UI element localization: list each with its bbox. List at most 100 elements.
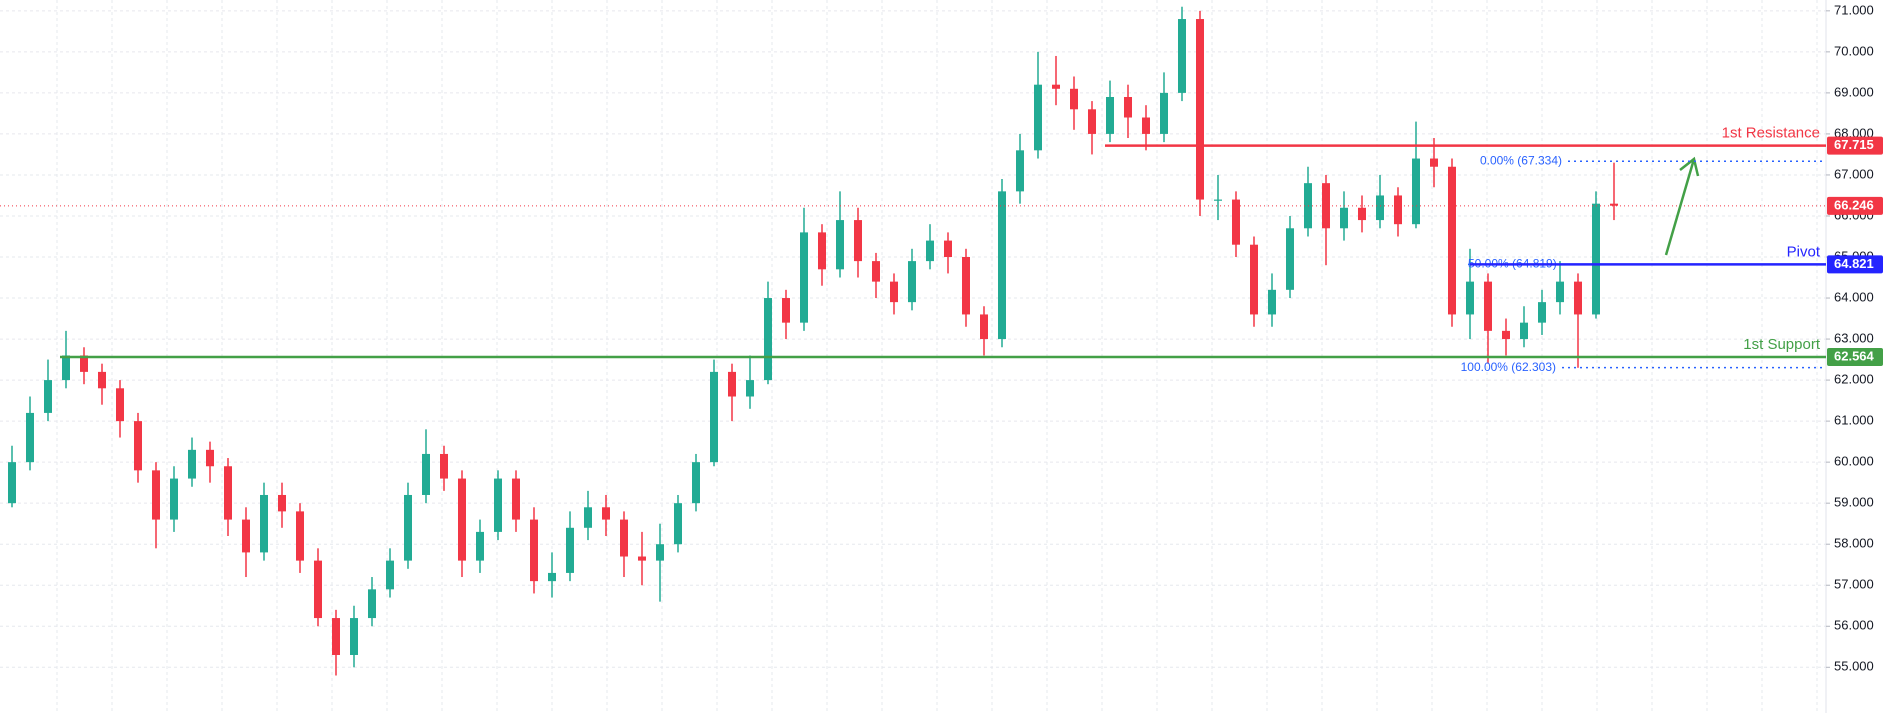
- candle-body: [1178, 19, 1186, 93]
- candle-body: [1232, 199, 1240, 245]
- candle-body: [638, 556, 646, 561]
- candle-body: [62, 355, 70, 381]
- candle-body: [458, 478, 466, 561]
- candle-body: [1088, 109, 1096, 134]
- candle-body: [1556, 281, 1564, 303]
- y-tick-label: 61.000: [1834, 413, 1874, 428]
- candle-body: [710, 371, 718, 463]
- candle-body: [296, 511, 304, 561]
- level-price-box: [1827, 255, 1883, 274]
- y-tick-label: 62.000: [1834, 372, 1874, 387]
- candle-body: [782, 298, 790, 323]
- candle-body: [746, 380, 754, 397]
- candle-body: [1592, 203, 1600, 315]
- y-tick-label: 56.000: [1834, 618, 1874, 633]
- candle-body: [962, 257, 970, 315]
- candle-body: [44, 380, 52, 413]
- candle-body: [1484, 281, 1492, 331]
- candle-body: [404, 494, 412, 561]
- candle-body: [980, 314, 988, 340]
- candle-body: [1574, 281, 1582, 315]
- y-tick-label: 69.000: [1834, 84, 1874, 99]
- candle-body: [8, 462, 16, 504]
- level-price-box: [1827, 136, 1883, 155]
- y-tick-label: 63.000: [1834, 331, 1874, 346]
- candle-body: [1448, 166, 1456, 315]
- fib-label: 0.00% (67.334): [1480, 153, 1562, 167]
- candle-body: [926, 240, 934, 262]
- candle-body: [1502, 330, 1510, 340]
- candle-body: [440, 453, 448, 479]
- candle-body: [1340, 207, 1348, 229]
- y-tick-label: 70.000: [1834, 43, 1874, 58]
- candle-body: [872, 261, 880, 282]
- candle-body: [1106, 96, 1114, 134]
- candle-body: [1322, 183, 1330, 229]
- candle-body: [1070, 88, 1078, 110]
- candle-body: [512, 478, 520, 520]
- candle-body: [692, 462, 700, 504]
- y-tick-label: 58.000: [1834, 536, 1874, 551]
- candle-body: [170, 478, 178, 520]
- y-tick-label: 57.000: [1834, 577, 1874, 592]
- candle-body: [386, 560, 394, 590]
- level-price-label: 64.821: [1834, 256, 1874, 271]
- candle-body: [260, 494, 268, 553]
- y-tick-label: 60.000: [1834, 454, 1874, 469]
- candle-body: [422, 453, 430, 495]
- candle-body: [350, 618, 358, 655]
- candle-body: [368, 589, 376, 619]
- candle-body: [1610, 203, 1618, 206]
- candle-body: [908, 261, 916, 303]
- candle-body: [674, 503, 682, 545]
- candle-body: [1214, 199, 1222, 201]
- level-name: 1st Support: [1743, 336, 1821, 353]
- current-price-label: 66.246: [1834, 197, 1874, 212]
- candle-body: [1052, 84, 1060, 89]
- candle-body: [728, 371, 736, 397]
- candle-body: [620, 519, 628, 557]
- candle-body: [1412, 158, 1420, 225]
- candle-body: [818, 232, 826, 270]
- candle-body: [836, 220, 844, 270]
- candle-body: [332, 618, 340, 655]
- projection-arrow: [1664, 156, 1700, 256]
- candle-body: [1142, 117, 1150, 134]
- candle-body: [1034, 84, 1042, 151]
- candle-body: [242, 519, 250, 553]
- level-price-box: [1827, 347, 1883, 366]
- candle-body: [206, 449, 214, 467]
- fib-label: 100.00% (62.303): [1461, 360, 1556, 374]
- y-tick-label: 68.000: [1834, 125, 1874, 140]
- y-tick-label: 64.000: [1834, 289, 1874, 304]
- candle-body: [1466, 281, 1474, 315]
- y-tick-label: 67.000: [1834, 166, 1874, 181]
- candle-body: [1358, 207, 1366, 221]
- candle-body: [1394, 195, 1402, 225]
- candle-body: [278, 494, 286, 512]
- candle-body: [1430, 158, 1438, 167]
- candle-body: [1250, 244, 1258, 315]
- candle-body: [854, 220, 862, 262]
- level-price-label: 62.564: [1834, 348, 1875, 363]
- candle-body: [1538, 302, 1546, 323]
- candle-body: [1520, 322, 1528, 340]
- candle-body: [134, 421, 142, 471]
- candle-body: [26, 412, 34, 463]
- candle-body: [800, 232, 808, 323]
- candle-body: [1160, 92, 1168, 134]
- y-tick-label: 55.000: [1834, 659, 1874, 674]
- candle-body: [998, 191, 1006, 340]
- candle-body: [566, 527, 574, 573]
- candle-body: [1376, 195, 1384, 221]
- level-price-label: 67.715: [1834, 137, 1874, 152]
- candle-body: [188, 449, 196, 479]
- level-name: 1st Resistance: [1722, 125, 1820, 142]
- candle-body: [98, 371, 106, 389]
- candle-body: [584, 507, 592, 528]
- candle-body: [1124, 96, 1132, 118]
- candle-body: [476, 531, 484, 561]
- level-name: Pivot: [1787, 243, 1821, 260]
- candle-body: [764, 298, 772, 381]
